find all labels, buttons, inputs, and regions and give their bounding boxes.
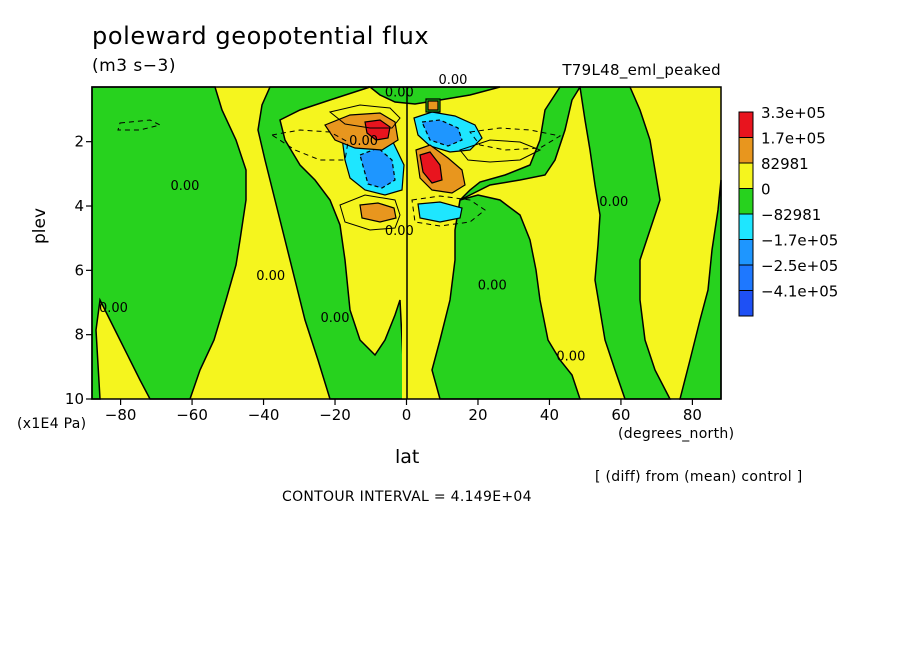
legend-label: 3.3e+05 <box>761 104 826 122</box>
y-tick-label: 6 <box>74 261 84 279</box>
legend-label: −1.7e+05 <box>761 232 838 250</box>
dashed-contours <box>117 119 562 227</box>
y-tick-label: 10 <box>65 390 84 408</box>
solid-contours <box>328 104 542 231</box>
legend-swatch <box>738 188 754 215</box>
contour-label: 0.00 <box>170 179 199 194</box>
contour-label: 0.00 <box>599 195 628 210</box>
legend-label: −2.5e+05 <box>761 257 838 275</box>
y-tick-label: 2 <box>74 133 84 151</box>
contour-label: 0.00 <box>556 349 585 364</box>
orange-small-top <box>427 100 439 111</box>
legend-swatch <box>738 239 754 266</box>
legend-label: −4.1e+05 <box>761 283 838 301</box>
legend-swatch <box>738 264 754 291</box>
legend-swatch <box>738 213 754 240</box>
legend-swatch <box>738 162 754 189</box>
run-label: T79L48_eml_peaked <box>562 61 721 79</box>
x-tick-label: −20 <box>319 406 351 424</box>
contour-label: 0.00 <box>99 301 128 316</box>
contour-interval: CONTOUR INTERVAL = 4.149E+04 <box>282 489 532 505</box>
blue-cell-east <box>421 119 463 147</box>
contour-label: 0.00 <box>478 279 507 294</box>
contour-label: 0.00 <box>385 86 414 101</box>
green-region-midwest <box>257 86 406 400</box>
x-tick-label: 20 <box>468 406 487 424</box>
legend-label: 1.7e+05 <box>761 130 826 148</box>
legend-label: 82981 <box>761 155 809 173</box>
y-tick-label: 8 <box>74 326 84 344</box>
green-region-west <box>91 86 247 400</box>
cyan-cell-lower <box>417 201 463 223</box>
green-region-east <box>431 194 582 400</box>
contour-labels: 0.00 0.00 0.00 0.00 0.00 0.00 0.00 0.00 0.00 0.00… <box>99 73 628 365</box>
contour-label: 0.00 <box>349 134 378 149</box>
x-tick-label: 0 <box>402 406 412 424</box>
x-tick-label: −80 <box>105 406 137 424</box>
x-tick-label: −40 <box>248 406 280 424</box>
contour-label: 0.00 <box>385 224 414 239</box>
green-regions <box>91 86 722 400</box>
chart-title: poleward geopotential flux <box>92 22 430 50</box>
chart-units: (m3 s−3) <box>92 56 176 76</box>
axes: −80 −60 −40 −20 0 20 40 60 80 2 4 6 8 10 <box>65 133 702 424</box>
red-cell-east <box>419 151 443 184</box>
x-tick-label: −60 <box>176 406 208 424</box>
legend-swatch <box>738 111 754 138</box>
legend-swatch <box>738 137 754 164</box>
contour-label: 0.00 <box>321 311 350 326</box>
x-axis-label: lat <box>395 446 420 468</box>
legend-swatch <box>738 290 754 317</box>
red-cell-west <box>364 119 391 141</box>
orange-cell-lower <box>359 202 397 223</box>
x-tick-label: 40 <box>540 406 559 424</box>
y-axis-unit: (x1E4 Pa) <box>17 416 87 432</box>
y-tick-label: 4 <box>74 197 84 215</box>
legend-label: −82981 <box>761 206 821 224</box>
x-tick-label: 80 <box>683 406 702 424</box>
colorbar-legend: 3.3e+05 1.7e+05 82981 0 −82981 −1.7e+05 −2.5e+… <box>738 104 838 317</box>
contour-label: 0.00 <box>438 73 467 88</box>
contour-label: 0.00 <box>256 269 285 284</box>
diff-note: [ (diff) from (mean) control ] <box>595 469 803 485</box>
blue-cell-west <box>359 147 396 189</box>
x-axis-unit: (degrees_north) <box>618 426 735 442</box>
x-tick-label: 60 <box>611 406 630 424</box>
legend-label: 0 <box>761 181 771 199</box>
